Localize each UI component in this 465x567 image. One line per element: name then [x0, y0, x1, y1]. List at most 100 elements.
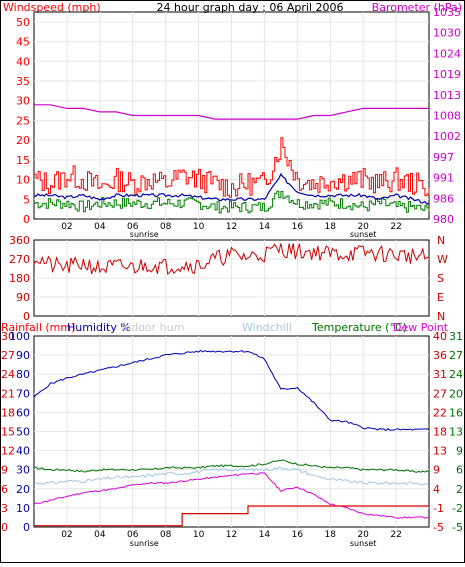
y-tick-label: 25 [16, 114, 30, 127]
compass-label: E [437, 291, 444, 304]
legend-windchill: Windchill [242, 321, 292, 334]
dir-tick-label: 180 [9, 272, 30, 285]
temp-tick-label: 22 [433, 406, 447, 419]
legend-temperature: Temperature (°C) [311, 321, 407, 334]
y2-tick-label: 997 [433, 151, 454, 164]
header-right: Barometer (hPa) [372, 1, 462, 14]
rain-tick-label: 3 [1, 502, 8, 515]
series-barometer [34, 104, 429, 120]
x-tick-label: 14 [259, 222, 271, 232]
y2-tick-label: 1019 [433, 68, 461, 81]
temp2-tick-label: 16 [449, 406, 463, 419]
temp2-tick-label: 31 [449, 330, 463, 343]
x-tick-label: 10 [193, 222, 205, 232]
series-humidity [33, 349, 430, 432]
y-tick-label: 45 [16, 36, 30, 49]
x-tick-label: 16 [292, 222, 304, 232]
temp-tick-label: -1 [433, 502, 444, 515]
temp2-tick-label: -5 [452, 521, 463, 534]
temp2-tick-label: 13 [449, 426, 463, 439]
temp-tick-label: 36 [433, 349, 447, 362]
humidity-tick-label: 100 [9, 330, 30, 343]
y-tick-label: 40 [16, 55, 30, 68]
x-tick-label: 04 [94, 530, 106, 540]
x-tick-label: 16 [292, 530, 304, 540]
x-tick-label: 08 [160, 222, 172, 232]
series-wind-min [34, 190, 430, 214]
rain-tick-label: 9 [1, 464, 8, 477]
y-tick-label: 20 [16, 134, 30, 147]
x-tick-label: 18 [325, 222, 337, 232]
humidity-tick-label: 10 [16, 502, 30, 515]
humidity-tick-label: 90 [16, 349, 30, 362]
temp2-tick-label: 27 [449, 349, 463, 362]
humidity-tick-label: 20 [16, 483, 30, 496]
legend-rainfall: Rainfall (mm) [1, 321, 75, 334]
y2-tick-label: 980 [433, 213, 454, 226]
x-tick-label: 18 [325, 530, 337, 540]
rain-tick-label: 18 [1, 406, 15, 419]
humidity-tick-label: 0 [23, 521, 30, 534]
compass-label: W [437, 253, 448, 266]
legend-dewpoint: Dew Point [393, 321, 449, 334]
y2-tick-label: 1008 [433, 110, 461, 123]
temp2-tick-label: -2 [452, 502, 463, 515]
series-windchill [33, 466, 430, 486]
temp2-tick-label: 24 [449, 368, 463, 381]
temp-tick-label: 18 [433, 426, 447, 439]
humidity-tick-label: 40 [16, 445, 30, 458]
y-tick-label: 35 [16, 75, 30, 88]
humidity-tick-label: 80 [16, 368, 30, 381]
x-tick-label: 20 [357, 222, 369, 232]
y-tick-label: 10 [16, 174, 30, 187]
x-tick-label: 12 [226, 222, 237, 232]
compass-label: N [437, 310, 445, 323]
series-rainfall [34, 505, 429, 527]
dir-tick-label: 270 [9, 253, 30, 266]
series-windspeed [34, 137, 430, 198]
sunset-label: sunset [350, 230, 377, 239]
legend-humidity: Humidity % [67, 321, 131, 334]
compass-label: N [437, 234, 445, 247]
temp-tick-label: 4 [433, 483, 440, 496]
temp2-tick-label: 9 [456, 445, 463, 458]
temp2-tick-label: 2 [456, 483, 463, 496]
rain-tick-label: 0 [1, 521, 8, 534]
rain-tick-label: 12 [1, 445, 15, 458]
x-tick-label: 22 [390, 530, 401, 540]
header-left: Windspeed (mph) [3, 1, 101, 14]
x-tick-label: 08 [160, 530, 172, 540]
x-tick-label: 06 [127, 530, 139, 540]
series-wind-average [33, 172, 430, 205]
sunset-label: sunset [350, 539, 377, 548]
x-tick-label: 02 [61, 222, 72, 232]
y2-tick-label: 1013 [433, 89, 461, 102]
temp2-tick-label: 6 [456, 464, 463, 477]
humidity-tick-label: 60 [16, 406, 30, 419]
sunrise-label: sunrise [130, 539, 159, 548]
y-tick-label: 30 [16, 95, 30, 108]
x-tick-label: 06 [127, 222, 139, 232]
compass-label: S [437, 272, 444, 285]
y2-tick-label: 986 [433, 192, 454, 205]
humidity-tick-label: 30 [16, 464, 30, 477]
temp-tick-label: 27 [433, 387, 447, 400]
humidity-tick-label: 70 [16, 387, 30, 400]
y2-tick-label: 1030 [433, 27, 461, 40]
x-tick-label: 20 [357, 530, 369, 540]
dir-tick-label: 90 [16, 291, 30, 304]
legend-indoor-hum: Indoor hum [121, 321, 184, 334]
series-dewpoint [33, 472, 430, 519]
series-direction [33, 243, 430, 276]
dir-tick-label: 0 [23, 310, 30, 323]
temp2-tick-label: 20 [449, 387, 463, 400]
temp-tick-label: 40 [433, 330, 447, 343]
y-tick-label: 50 [16, 16, 30, 29]
rain-tick-label: 15 [1, 426, 15, 439]
x-tick-label: 22 [390, 222, 401, 232]
y-tick-label: 15 [16, 154, 30, 167]
rain-tick-label: 21 [1, 387, 15, 400]
